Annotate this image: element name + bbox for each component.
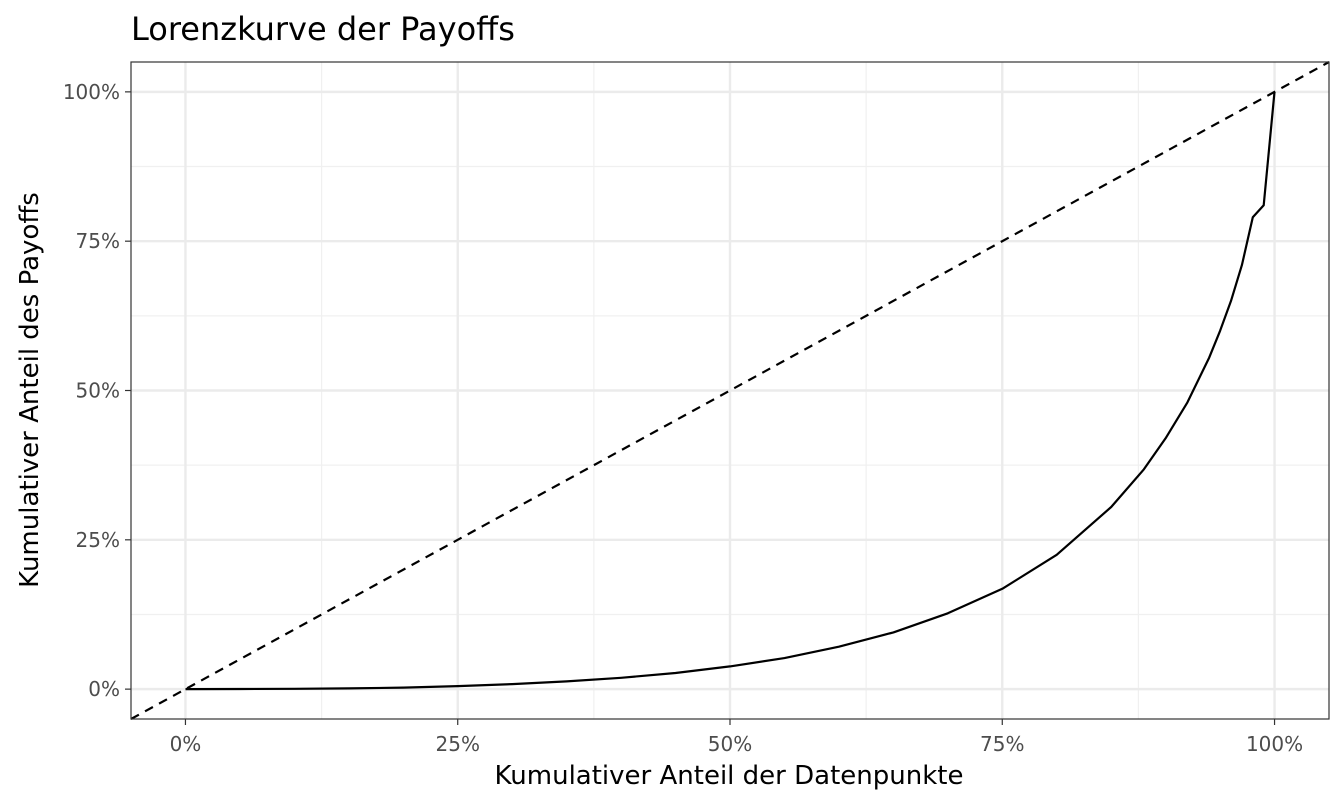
y-tick-label: 25% — [76, 528, 120, 552]
y-tick-label: 75% — [76, 229, 120, 253]
equality-line — [130, 61, 1330, 720]
y-axis-title: Kumulativer Anteil des Payoffs — [15, 192, 45, 588]
grid-lines — [131, 62, 1329, 719]
chart-title: Lorenzkurve der Payoffs — [131, 10, 515, 48]
x-axis-title: Kumulativer Anteil der Datenpunkte — [495, 761, 964, 791]
series-group — [130, 61, 1330, 720]
x-tick-label: 75% — [980, 732, 1024, 756]
y-tick-label: 100% — [63, 80, 120, 104]
axis-ticks: 0% 25% 50% 75% 100% 0% 25% 50% 75% 100% — [63, 80, 1303, 756]
x-tick-label: 25% — [436, 732, 480, 756]
x-tick-label: 100% — [1246, 732, 1303, 756]
lorenz-curve-line — [185, 91, 1276, 691]
y-tick-label: 50% — [76, 379, 120, 403]
x-tick-label: 50% — [708, 732, 752, 756]
x-tick-label: 0% — [170, 732, 202, 756]
y-tick-label: 0% — [88, 677, 120, 701]
